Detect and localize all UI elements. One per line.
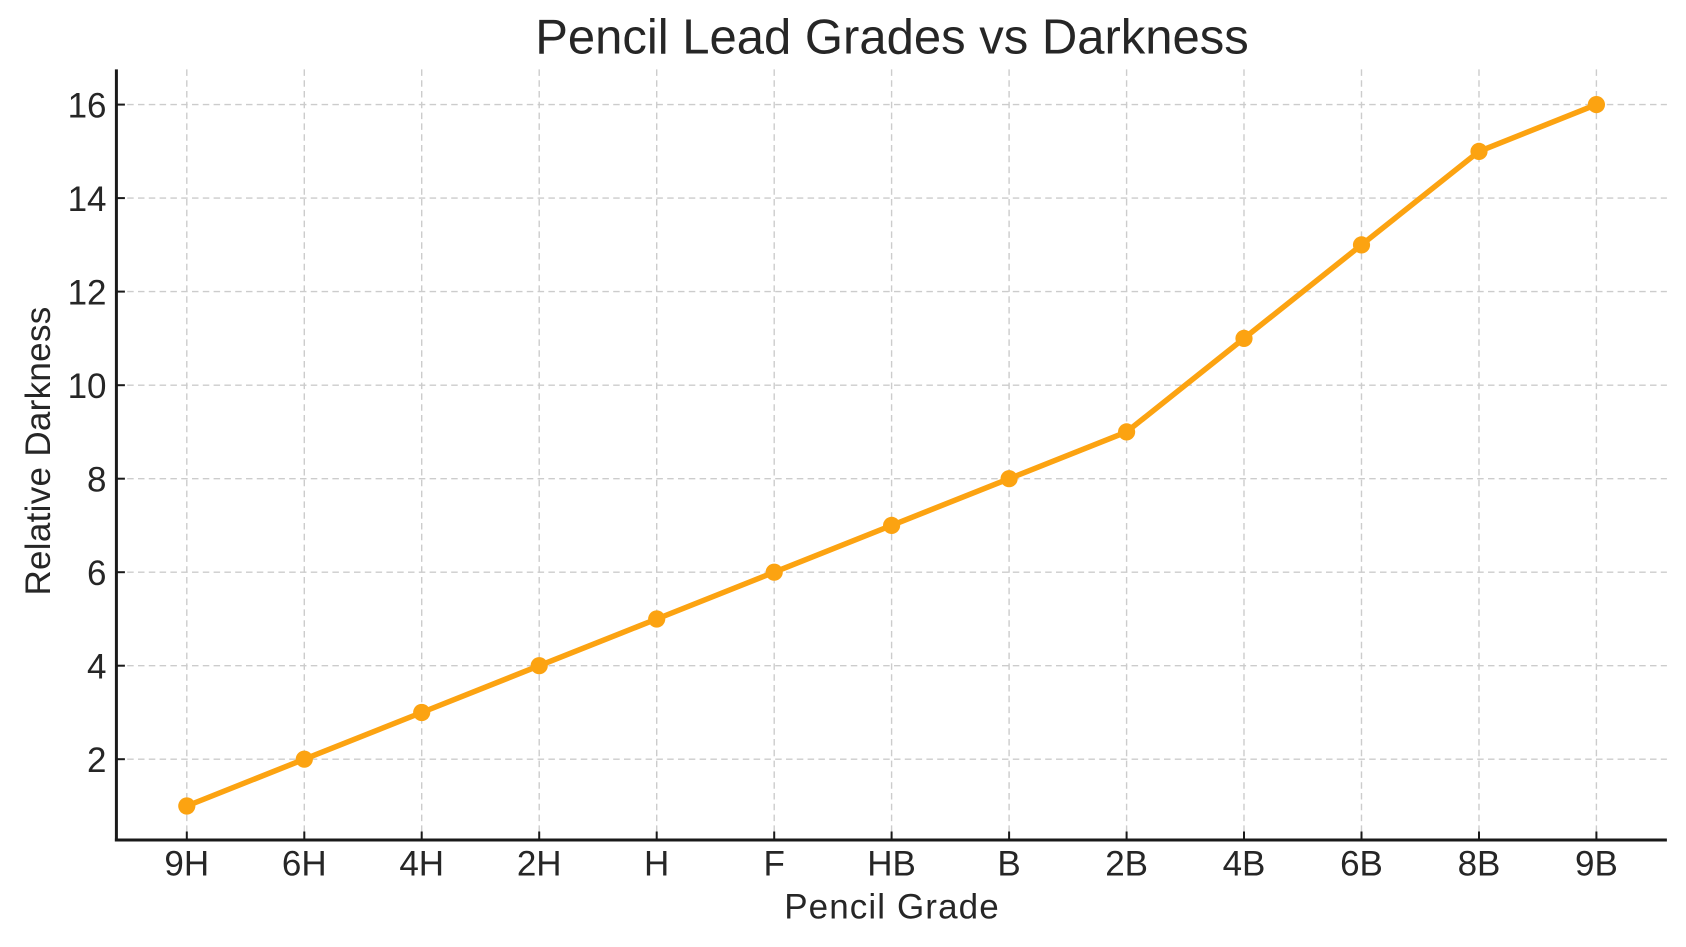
svg-text:9B: 9B [1575,845,1618,884]
svg-text:HB: HB [867,845,916,884]
svg-text:H: H [644,845,669,884]
svg-text:10: 10 [68,367,107,406]
svg-text:F: F [764,845,785,884]
svg-text:6: 6 [87,554,106,593]
svg-text:8B: 8B [1458,845,1501,884]
svg-text:16: 16 [68,86,107,125]
svg-text:8: 8 [87,461,106,500]
svg-text:Pencil Grade: Pencil Grade [784,888,1000,927]
svg-text:B: B [997,845,1020,884]
svg-text:4H: 4H [399,845,444,884]
svg-text:Pencil Lead Grades vs Darkness: Pencil Lead Grades vs Darkness [535,11,1249,65]
svg-text:2H: 2H [517,845,562,884]
svg-text:4B: 4B [1223,845,1266,884]
svg-text:Relative Darkness: Relative Darkness [19,306,58,595]
svg-text:9H: 9H [164,845,209,884]
svg-text:12: 12 [68,273,107,312]
svg-text:6B: 6B [1340,845,1383,884]
svg-text:2B: 2B [1105,845,1148,884]
svg-text:6H: 6H [282,845,327,884]
svg-text:2: 2 [87,741,106,780]
svg-text:14: 14 [68,180,107,219]
svg-text:4: 4 [87,648,106,687]
